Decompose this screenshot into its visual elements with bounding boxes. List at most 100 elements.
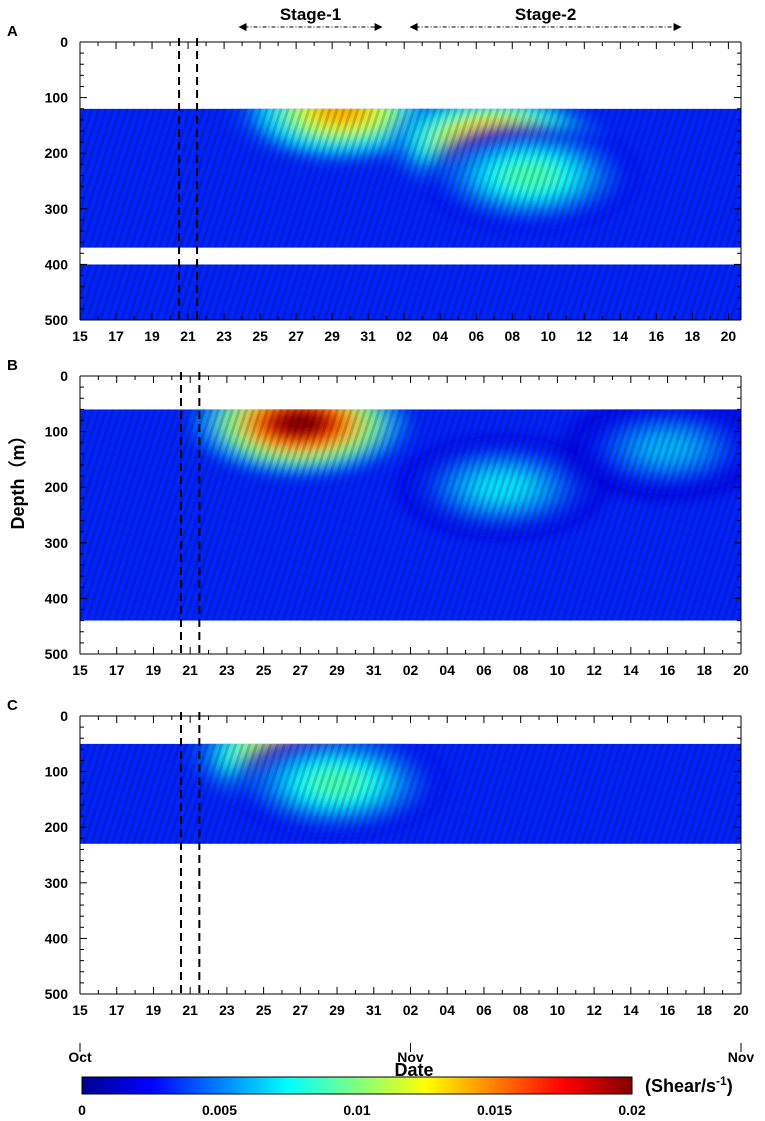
y-tick-label: 400	[45, 930, 69, 946]
x-tick-label: 02	[403, 662, 419, 678]
colorbar-tick-label: 0.01	[343, 1102, 370, 1118]
x-tick-label: 21	[180, 328, 196, 344]
stage-annotations: Stage-1 Stage-2	[238, 5, 682, 31]
x-tick-label: 08	[513, 662, 529, 678]
y-tick-label: 300	[45, 535, 69, 551]
x-tick-label: 17	[109, 662, 125, 678]
month-label: Nov	[728, 1049, 755, 1065]
month-labels: Oct Nov Nov	[68, 1043, 754, 1065]
x-tick-label: 27	[293, 1002, 309, 1018]
x-tick-label: 12	[586, 662, 602, 678]
x-tick-label: 08	[504, 328, 520, 344]
panel-c: 15 17 19 21 23 25 27 29 31 02 04 06 08 10 12 14 16 18 2001…	[7, 697, 749, 1018]
colorbar-title-exponent: -1	[716, 1074, 727, 1088]
stage-arrowhead-right	[673, 23, 682, 31]
colorbar-tick-label: 0	[78, 1102, 86, 1118]
panel-a: 15 17 19 21 23 25 27 29 31 02 04 06 08 10 12 14 16 18 2001…	[7, 23, 742, 344]
x-tick-label: 04	[439, 1002, 455, 1018]
colorbar-ticks: 0 0.005 0.01 0.015 0.02	[78, 1102, 646, 1118]
x-tick-label: 12	[586, 1002, 602, 1018]
y-tick-label: 200	[45, 479, 69, 495]
y-tick-label: 100	[45, 764, 69, 780]
y-tick-label: 500	[45, 646, 69, 662]
x-tick-label: 10	[550, 662, 566, 678]
x-tick-label: 25	[256, 662, 272, 678]
x-tick-label: 27	[288, 328, 304, 344]
month-label: Oct	[68, 1049, 92, 1065]
x-tick-label: 06	[476, 662, 492, 678]
wave-texture	[80, 743, 741, 844]
wave-texture	[80, 409, 741, 621]
x-tick-label: 19	[146, 1002, 162, 1018]
x-tick-label: 19	[144, 328, 160, 344]
x-tick-label: 21	[182, 662, 198, 678]
x-tick-label: 10	[540, 328, 556, 344]
x-tick-label: 04	[432, 328, 448, 344]
x-tick-label: 23	[216, 328, 232, 344]
x-tick-label: 18	[696, 1002, 712, 1018]
x-tick-label: 04	[439, 662, 455, 678]
x-tick-label: 15	[72, 1002, 88, 1018]
x-tick-label: 25	[252, 328, 268, 344]
x-tick-label: 18	[685, 328, 701, 344]
y-tick-label: 400	[45, 256, 69, 272]
colorbar-tick-label: 0.005	[202, 1102, 237, 1118]
colorbar-title-close: )	[727, 1076, 733, 1096]
x-tick-label: 14	[623, 1002, 639, 1018]
x-tick-label: 16	[649, 328, 665, 344]
stage-label: Stage-2	[515, 5, 576, 24]
panels-layer: 15 17 19 21 23 25 27 29 31 02 04 06 08 10 12 14 16 18 2001…	[7, 23, 749, 1018]
x-tick-label: 17	[108, 328, 124, 344]
y-tick-label: 100	[45, 424, 69, 440]
x-tick-label: 08	[513, 1002, 529, 1018]
x-tick-label: 10	[550, 1002, 566, 1018]
x-tick-label: 19	[146, 662, 162, 678]
x-tick-label: 02	[396, 328, 412, 344]
panel-letter: B	[7, 357, 18, 374]
y-axis-title: Depth（m）	[8, 427, 28, 530]
x-tick-label: 29	[329, 1002, 345, 1018]
x-tick-label: 23	[219, 662, 235, 678]
y-tick-label: 0	[60, 708, 68, 724]
x-tick-label: 02	[403, 1002, 419, 1018]
x-tick-label: 16	[660, 1002, 676, 1018]
y-tick-label: 400	[45, 590, 69, 606]
y-tick-label: 500	[45, 312, 69, 328]
x-tick-label: 31	[366, 662, 382, 678]
heatmap-b	[80, 409, 741, 621]
heatmap-c	[80, 743, 741, 844]
overlay-layer	[178, 38, 201, 994]
x-tick-label: 20	[733, 662, 749, 678]
colorbar-tick-label: 0.02	[618, 1102, 645, 1118]
y-tick-label: 300	[45, 875, 69, 891]
wave-texture	[80, 108, 741, 248]
wave-texture	[80, 264, 741, 320]
panel-letter: A	[7, 23, 18, 40]
x-tick-label: 06	[476, 1002, 492, 1018]
stage-arrowhead-left	[238, 23, 247, 31]
colorbar-tick-label: 0.015	[477, 1102, 512, 1118]
y-tick-label: 500	[45, 986, 69, 1002]
x-tick-label: 16	[660, 662, 676, 678]
stage-arrowhead-right	[374, 23, 383, 31]
x-tick-label: 14	[623, 662, 639, 678]
panel-b: 15 17 19 21 23 25 27 29 31 02 04 06 08 10 12 14 16 18 2001…	[7, 357, 749, 678]
x-tick-label: 12	[577, 328, 593, 344]
y-tick-label: 200	[45, 819, 69, 835]
x-tick-label: 31	[360, 328, 376, 344]
stage-arrowhead-left	[409, 23, 418, 31]
x-tick-label: 20	[733, 1002, 749, 1018]
month-label: Nov	[397, 1049, 424, 1065]
x-tick-label: 18	[696, 662, 712, 678]
y-tick-label: 0	[60, 34, 68, 50]
colorbar-title-text: (Shear/s	[645, 1076, 716, 1096]
x-tick-label: 20	[721, 328, 737, 344]
colorbar: 0 0.005 0.01 0.015 0.02 (Shear/s-1)	[78, 1074, 733, 1118]
heatmap-a	[80, 108, 741, 320]
x-tick-label: 21	[182, 1002, 198, 1018]
x-tick-label: 29	[324, 328, 340, 344]
panel-letter: C	[7, 697, 18, 714]
colorbar-title: (Shear/s-1)	[645, 1074, 733, 1096]
x-tick-label: 27	[293, 662, 309, 678]
y-tick-label: 200	[45, 145, 69, 161]
